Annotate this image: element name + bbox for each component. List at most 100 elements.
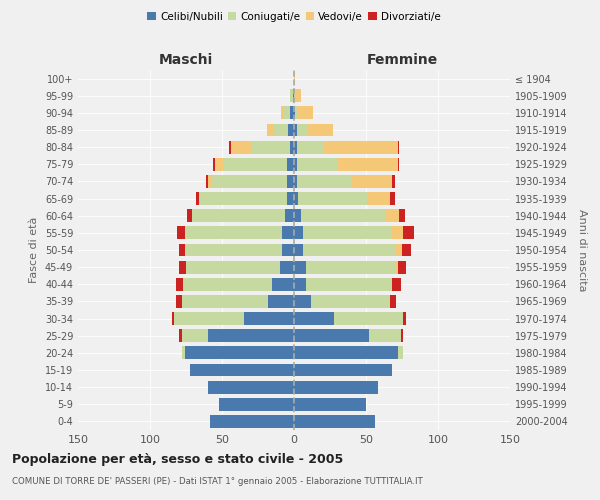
Bar	[403, 312, 406, 325]
Bar	[183, 278, 272, 290]
Bar	[290, 106, 294, 120]
Bar	[219, 398, 294, 410]
Bar	[294, 330, 369, 342]
Bar	[185, 346, 294, 360]
Text: Femmine: Femmine	[367, 52, 437, 66]
Bar	[211, 415, 294, 428]
Bar	[182, 346, 185, 360]
Bar	[298, 192, 367, 205]
Bar	[274, 124, 288, 136]
Bar	[398, 260, 406, 274]
Bar	[287, 175, 294, 188]
Bar	[352, 175, 392, 188]
Bar	[272, 278, 294, 290]
Bar	[266, 124, 274, 136]
Bar	[301, 210, 385, 222]
Bar	[176, 295, 182, 308]
Y-axis label: Anni di nascita: Anni di nascita	[577, 209, 587, 291]
Bar	[294, 158, 297, 170]
Bar	[294, 364, 392, 376]
Bar	[252, 140, 290, 153]
Bar	[199, 192, 200, 205]
Bar	[307, 124, 333, 136]
Bar	[398, 346, 403, 360]
Bar	[179, 260, 186, 274]
Bar	[223, 158, 287, 170]
Bar	[403, 226, 413, 239]
Bar	[287, 192, 294, 205]
Bar	[396, 244, 402, 256]
Bar	[297, 124, 307, 136]
Bar	[283, 226, 294, 239]
Bar	[182, 330, 208, 342]
Bar	[290, 140, 294, 153]
Bar	[192, 210, 286, 222]
Bar	[294, 106, 295, 120]
Bar	[244, 312, 294, 325]
Bar	[294, 278, 305, 290]
Text: Maschi: Maschi	[159, 52, 213, 66]
Bar	[182, 295, 268, 308]
Bar	[295, 106, 298, 120]
Bar	[178, 226, 185, 239]
Bar	[294, 312, 334, 325]
Bar	[294, 90, 295, 102]
Bar	[280, 260, 294, 274]
Bar	[186, 260, 280, 274]
Bar	[295, 90, 301, 102]
Bar	[215, 158, 223, 170]
Bar	[287, 158, 294, 170]
Bar	[294, 295, 311, 308]
Y-axis label: Fasce di età: Fasce di età	[29, 217, 39, 283]
Bar	[337, 158, 398, 170]
Bar	[294, 175, 297, 188]
Bar	[398, 158, 399, 170]
Bar	[290, 90, 293, 102]
Bar	[175, 312, 244, 325]
Bar	[294, 140, 297, 153]
Bar	[281, 106, 284, 120]
Bar	[294, 72, 295, 85]
Bar	[367, 192, 391, 205]
Bar	[392, 226, 403, 239]
Bar	[392, 175, 395, 188]
Bar	[305, 260, 395, 274]
Bar	[369, 330, 401, 342]
Bar	[395, 260, 398, 274]
Bar	[179, 244, 185, 256]
Bar	[305, 278, 392, 290]
Bar	[294, 192, 298, 205]
Bar	[323, 140, 398, 153]
Bar	[302, 244, 396, 256]
Bar	[294, 415, 374, 428]
Bar	[392, 278, 401, 290]
Bar	[293, 90, 294, 102]
Bar	[334, 312, 403, 325]
Bar	[398, 140, 399, 153]
Bar	[294, 210, 301, 222]
Bar	[302, 226, 392, 239]
Bar	[200, 192, 287, 205]
Text: COMUNE DI TORRE DE' PASSERI (PE) - Dati ISTAT 1° gennaio 2005 - Elaborazione TUT: COMUNE DI TORRE DE' PASSERI (PE) - Dati …	[12, 478, 423, 486]
Bar	[176, 278, 183, 290]
Bar	[402, 244, 410, 256]
Bar	[288, 124, 294, 136]
Bar	[294, 226, 302, 239]
Bar	[294, 244, 302, 256]
Bar	[214, 158, 215, 170]
Bar	[268, 295, 294, 308]
Bar	[286, 210, 294, 222]
Bar	[294, 398, 366, 410]
Bar	[391, 192, 395, 205]
Bar	[401, 330, 403, 342]
Bar	[294, 260, 305, 274]
Legend: Celibi/Nubili, Coniugati/e, Vedovi/e, Divorziati/e: Celibi/Nubili, Coniugati/e, Vedovi/e, Di…	[143, 8, 445, 26]
Bar	[298, 106, 313, 120]
Bar	[297, 175, 352, 188]
Bar	[284, 106, 290, 120]
Bar	[297, 140, 323, 153]
Bar	[208, 330, 294, 342]
Bar	[179, 330, 182, 342]
Bar	[187, 210, 192, 222]
Bar	[294, 124, 297, 136]
